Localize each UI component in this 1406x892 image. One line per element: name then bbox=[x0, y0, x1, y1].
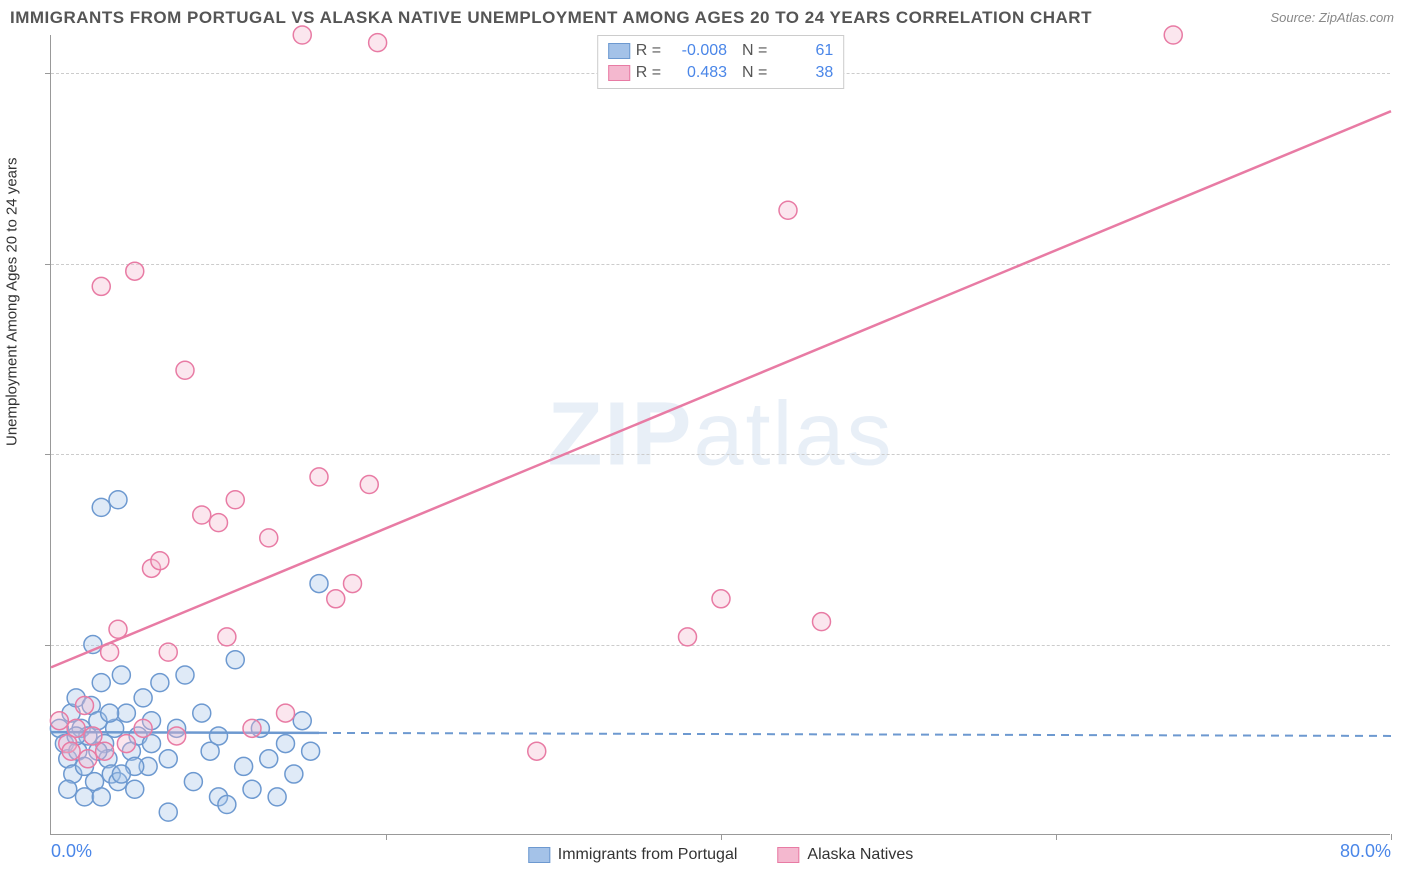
data-point bbox=[159, 643, 177, 661]
legend: Immigrants from Portugal Alaska Natives bbox=[528, 846, 913, 864]
trend-line bbox=[51, 111, 1391, 667]
xtick-label: 80.0% bbox=[1340, 841, 1391, 862]
data-point bbox=[226, 651, 244, 669]
trend-line-dashed bbox=[319, 733, 1391, 736]
data-point bbox=[193, 506, 211, 524]
data-point bbox=[302, 742, 320, 760]
data-point bbox=[92, 674, 110, 692]
data-point bbox=[360, 476, 378, 494]
data-point bbox=[151, 674, 169, 692]
data-point bbox=[109, 491, 127, 509]
data-point bbox=[67, 719, 85, 737]
data-point bbox=[277, 735, 295, 753]
data-point bbox=[327, 590, 345, 608]
data-point bbox=[243, 780, 261, 798]
data-point bbox=[260, 529, 278, 547]
data-point bbox=[210, 514, 228, 532]
data-point bbox=[134, 689, 152, 707]
legend-item-1: Alaska Natives bbox=[777, 846, 913, 864]
data-point bbox=[159, 803, 177, 821]
data-point bbox=[84, 727, 102, 745]
data-point bbox=[59, 780, 77, 798]
data-point bbox=[92, 788, 110, 806]
legend-label-0: Immigrants from Portugal bbox=[558, 846, 738, 864]
legend-label-1: Alaska Natives bbox=[807, 846, 913, 864]
stats-n-1: 38 bbox=[773, 64, 833, 82]
data-point bbox=[310, 575, 328, 593]
data-point bbox=[1164, 26, 1182, 44]
stats-box: R = -0.008 N = 61 R = 0.483 N = 38 bbox=[597, 35, 845, 89]
data-point bbox=[679, 628, 697, 646]
swatch-alaska bbox=[777, 847, 799, 863]
stats-r-1: 0.483 bbox=[667, 64, 727, 82]
data-point bbox=[101, 704, 119, 722]
chart-title: IMMIGRANTS FROM PORTUGAL VS ALASKA NATIV… bbox=[10, 8, 1092, 28]
data-point bbox=[218, 796, 236, 814]
data-point bbox=[235, 757, 253, 775]
data-point bbox=[813, 613, 831, 631]
plot-area: ZIPatlas R = -0.008 N = 61 R = 0.483 N =… bbox=[50, 35, 1390, 835]
data-point bbox=[76, 788, 94, 806]
data-point bbox=[268, 788, 286, 806]
data-point bbox=[50, 712, 68, 730]
data-point bbox=[293, 26, 311, 44]
stats-n-label: N = bbox=[733, 64, 767, 82]
data-point bbox=[277, 704, 295, 722]
ytick-label: 50.0% bbox=[1400, 444, 1406, 465]
data-point bbox=[310, 468, 328, 486]
ytick-label: 25.0% bbox=[1400, 634, 1406, 655]
legend-item-0: Immigrants from Portugal bbox=[528, 846, 738, 864]
swatch-portugal bbox=[608, 43, 630, 59]
data-point bbox=[112, 765, 130, 783]
data-point bbox=[151, 552, 169, 570]
xtick-label: 0.0% bbox=[51, 841, 92, 862]
data-point bbox=[112, 666, 130, 684]
ytick-label: 100.0% bbox=[1400, 63, 1406, 84]
stats-row-1: R = 0.483 N = 38 bbox=[608, 62, 834, 84]
source-label: Source: ZipAtlas.com bbox=[1270, 10, 1394, 25]
stats-r-label: R = bbox=[636, 42, 661, 60]
data-point bbox=[92, 498, 110, 516]
data-point bbox=[260, 750, 278, 768]
data-point bbox=[126, 780, 144, 798]
data-point bbox=[109, 620, 127, 638]
chart-svg bbox=[51, 35, 1390, 834]
data-point bbox=[96, 742, 114, 760]
data-point bbox=[159, 750, 177, 768]
data-point bbox=[62, 742, 80, 760]
data-point bbox=[779, 201, 797, 219]
data-point bbox=[134, 719, 152, 737]
data-point bbox=[285, 765, 303, 783]
swatch-portugal bbox=[528, 847, 550, 863]
data-point bbox=[369, 34, 387, 52]
data-point bbox=[92, 277, 110, 295]
data-point bbox=[218, 628, 236, 646]
data-point bbox=[344, 575, 362, 593]
data-point bbox=[712, 590, 730, 608]
data-point bbox=[226, 491, 244, 509]
data-point bbox=[184, 773, 202, 791]
data-point bbox=[117, 735, 135, 753]
stats-row-0: R = -0.008 N = 61 bbox=[608, 40, 834, 62]
data-point bbox=[528, 742, 546, 760]
stats-n-label: N = bbox=[733, 42, 767, 60]
data-point bbox=[176, 361, 194, 379]
swatch-alaska bbox=[608, 65, 630, 81]
data-point bbox=[117, 704, 135, 722]
y-axis-label: Unemployment Among Ages 20 to 24 years bbox=[4, 157, 21, 446]
data-point bbox=[293, 712, 311, 730]
data-point bbox=[79, 750, 97, 768]
data-point bbox=[243, 719, 261, 737]
data-point bbox=[126, 262, 144, 280]
data-point bbox=[210, 727, 228, 745]
data-point bbox=[168, 727, 186, 745]
stats-r-0: -0.008 bbox=[667, 42, 727, 60]
stats-n-0: 61 bbox=[773, 42, 833, 60]
data-point bbox=[193, 704, 211, 722]
data-point bbox=[176, 666, 194, 684]
data-point bbox=[76, 696, 94, 714]
ytick-label: 75.0% bbox=[1400, 253, 1406, 274]
stats-r-label: R = bbox=[636, 64, 661, 82]
